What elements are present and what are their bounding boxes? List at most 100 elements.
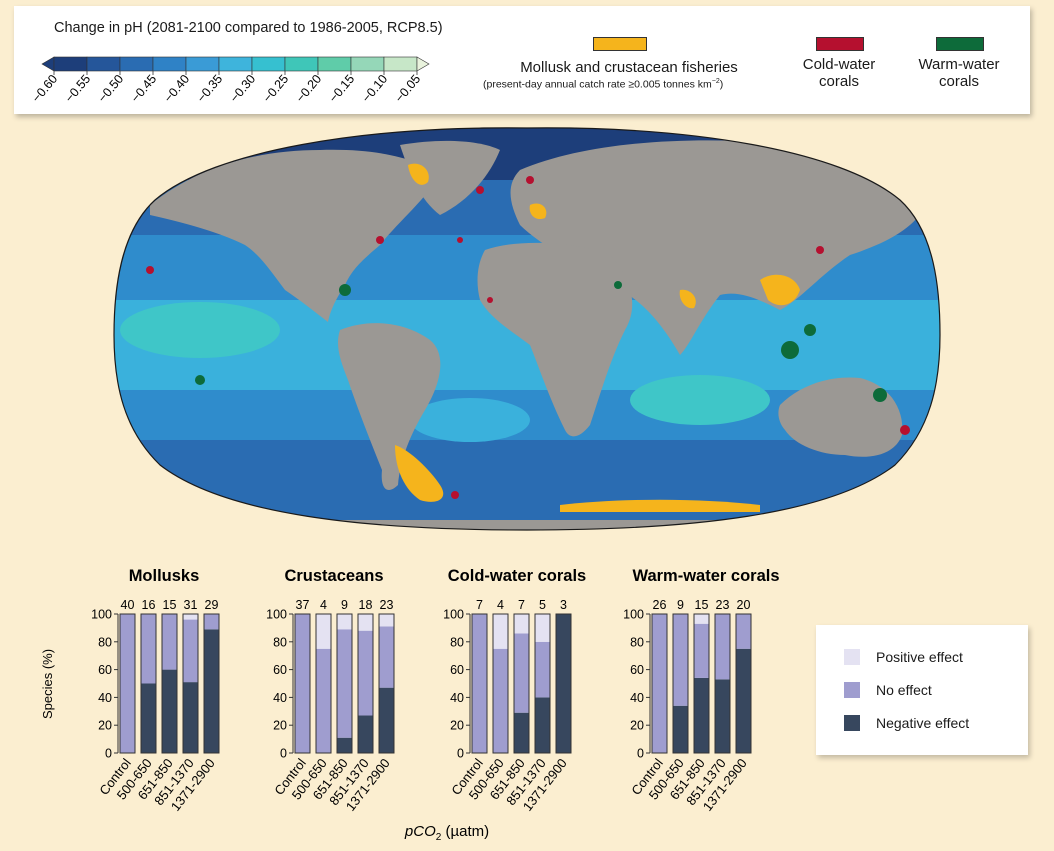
fisheries-swatch — [593, 37, 647, 51]
species-count-label: 26 — [653, 598, 667, 612]
cold-water-corals-overlay — [146, 176, 910, 499]
cold-coral-japan — [816, 246, 824, 254]
bar-segment-no-effect — [715, 614, 730, 680]
species-count-label: 23 — [380, 598, 394, 612]
australia-landmass — [778, 377, 903, 457]
bar-border — [651, 613, 668, 754]
world-ph-map — [113, 127, 941, 531]
fishery-antarctic-shelf — [560, 499, 760, 512]
warm-water-coral-label-line2: corals — [938, 73, 979, 90]
fishery-north-sea — [529, 203, 547, 220]
chart-title: Crustaceans — [284, 567, 383, 585]
bar-segment-no-effect — [204, 614, 219, 630]
positive-effect-label: Positive effect — [876, 649, 963, 665]
bar-segment-negative — [204, 629, 219, 753]
species-count-label: 15 — [163, 598, 177, 612]
cold-coral-new-zealand — [900, 425, 910, 435]
legend-item-negative: Negative effect — [844, 713, 969, 733]
y-tick-label: 80 — [450, 635, 464, 649]
bar-segment-no-effect — [295, 614, 310, 753]
fisheries-label: Mollusk and crustacean fisheries — [520, 59, 738, 76]
species-count-label: 9 — [341, 598, 348, 612]
y-tick-label: 0 — [105, 747, 112, 761]
species-count-label: 29 — [205, 598, 219, 612]
bar-segment-negative — [514, 712, 529, 753]
bar-segment-positive — [358, 614, 373, 631]
bar-segment-no-effect — [472, 614, 487, 753]
bar-border — [182, 613, 199, 754]
bar-segment-negative — [673, 705, 688, 753]
y-tick-label: 100 — [623, 608, 644, 622]
bar-segment-positive — [694, 614, 709, 624]
bar-border — [336, 613, 353, 754]
bar-segment-no-effect — [736, 614, 751, 649]
y-tick-label: 80 — [630, 635, 644, 649]
bar-segment-negative — [162, 669, 177, 753]
bar-segment-no-effect — [358, 630, 373, 716]
bar-segment-negative — [337, 737, 352, 753]
bar-segment-no-effect — [673, 614, 688, 706]
legend-item-no-effect: No effect — [844, 680, 932, 700]
warm-coral-great-barrier-reef — [873, 388, 887, 402]
cold-coral-alaska — [146, 266, 154, 274]
bar-segment-positive — [316, 614, 331, 649]
ph-color-scale: −0.60 −0.55 −0.50 −0.45 −0.40 −0.35 −0.30 −0.25… — [29, 56, 430, 105]
bar-border — [534, 613, 551, 754]
warm-water-coral-swatch — [936, 37, 984, 51]
bar-segment-no-effect — [141, 614, 156, 684]
y-tick-label: 80 — [98, 635, 112, 649]
y-tick-label: 80 — [273, 635, 287, 649]
chart-title: Mollusks — [129, 567, 200, 585]
y-tick-label: 0 — [280, 747, 287, 761]
bar-segment-negative — [715, 679, 730, 753]
scale-right-arrow — [416, 56, 430, 72]
chart-panel: Crustaceans02040608010037Control4500-650… — [266, 567, 395, 814]
y-axis-label: Species (%) — [40, 649, 55, 719]
chart-panel: Cold-water corals0204060801007Control450… — [443, 567, 586, 814]
fishery-north-atlantic — [408, 163, 429, 185]
bar-segment-no-effect — [337, 629, 352, 738]
bar-border — [140, 613, 157, 754]
bar-border — [294, 613, 311, 754]
y-tick-label: 60 — [98, 663, 112, 677]
cold-coral-norway — [526, 176, 534, 184]
bar-segment-no-effect — [162, 614, 177, 670]
bar-segment-no-effect — [535, 641, 550, 698]
species-count-label: 37 — [296, 598, 310, 612]
eurasia-landmass — [510, 140, 925, 355]
bar-segment-no-effect — [379, 626, 394, 688]
bar-border — [672, 613, 689, 754]
legend-item-positive: Positive effect — [844, 647, 963, 667]
south-america-landmass — [337, 323, 441, 490]
cold-coral-mid-atlantic — [457, 237, 463, 243]
species-count-label: 7 — [518, 598, 525, 612]
bar-segment-negative — [556, 614, 571, 753]
y-tick-label: 40 — [630, 691, 644, 705]
bar-segment-negative — [736, 648, 751, 753]
species-count-label: 31 — [184, 598, 198, 612]
bar-segment-positive — [514, 614, 529, 634]
warm-coral-pacific-islands — [195, 375, 205, 385]
map-legend-panel: Change in pH (2081-2100 compared to 1986… — [14, 6, 1030, 114]
species-count-label: 9 — [677, 598, 684, 612]
cold-water-coral-label-line2: corals — [818, 73, 859, 90]
y-tick-label: 40 — [450, 691, 464, 705]
x-axis-label-subscript: 2 — [436, 832, 442, 843]
cold-water-coral-swatch — [816, 37, 864, 51]
x-axis-label: pCO2 (µatm) — [404, 823, 489, 843]
cold-coral-west-africa — [487, 297, 493, 303]
cold-coral-argentina — [451, 491, 459, 499]
bar-segment-negative — [183, 682, 198, 753]
bar-border — [735, 613, 752, 754]
positive-effect-swatch — [844, 649, 860, 665]
bar-segment-positive — [493, 614, 508, 649]
warm-coral-indonesia — [781, 341, 799, 359]
bar-segment-no-effect — [120, 614, 135, 753]
bar-segment-negative — [141, 683, 156, 753]
warm-coral-philippines — [804, 324, 816, 336]
y-tick-label: 40 — [98, 691, 112, 705]
warm-coral-red-sea — [614, 281, 622, 289]
fisheries-note-text: (present-day annual catch rate ≥0.005 to… — [483, 78, 712, 91]
species-count-label: 15 — [695, 598, 709, 612]
no-effect-label: No effect — [876, 682, 932, 698]
